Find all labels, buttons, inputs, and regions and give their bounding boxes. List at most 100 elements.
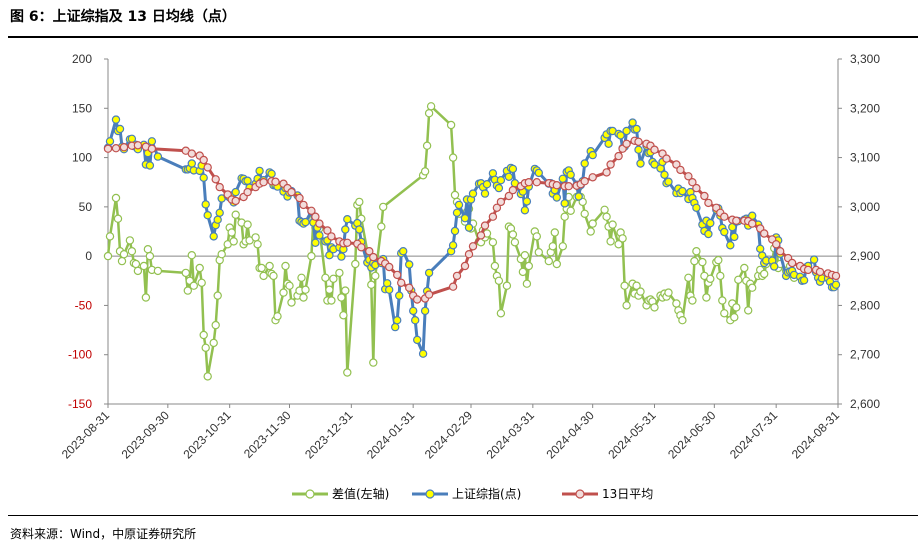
series-diff-point (153, 266, 163, 276)
series-diff-point (678, 316, 687, 325)
x-tick-label: 2023-10-31 (180, 408, 234, 462)
series-diff-point (424, 108, 434, 118)
series-diff-point (422, 141, 432, 150)
series-diff-point (450, 190, 460, 200)
series-ma13-point (787, 258, 797, 268)
series-ma13-point (700, 191, 709, 201)
y-left-tick-label: 100 (72, 151, 92, 165)
series-index-point (604, 139, 613, 148)
series-index-point (454, 200, 464, 210)
series-diff-point (720, 309, 729, 318)
series-diff-point (143, 244, 153, 254)
series-index-point (385, 285, 394, 294)
series-diff-point (125, 236, 135, 245)
x-tick-label: 2024-02-29 (422, 408, 476, 462)
series-index-point (706, 218, 715, 228)
series-diff-point (632, 281, 641, 290)
series-index-point (187, 159, 196, 168)
series-diff-point (203, 372, 212, 381)
series-ma13-point (413, 295, 422, 304)
series-index-point (448, 241, 458, 250)
series-ma13-point (480, 221, 490, 230)
series-diff-point (117, 256, 127, 266)
series-diff-point (578, 197, 587, 207)
series-index-point (831, 280, 841, 289)
series-diff-point (189, 281, 198, 290)
series-diff-point (496, 309, 506, 318)
series-ma13-point (119, 142, 129, 152)
series-ma13-point (748, 219, 757, 228)
legend-label-series-index: 上证综指(点) (452, 486, 521, 501)
series-index-point (552, 193, 562, 202)
series-index-point (460, 213, 470, 223)
series-diff-point (209, 338, 218, 348)
series-ma13-point (602, 168, 611, 177)
series-diff-point (113, 214, 123, 223)
series-diff-point (259, 271, 268, 281)
series-diff-point (251, 233, 260, 242)
y-left-tick-label: 50 (79, 200, 93, 214)
line-chart: 200 150 100 50 0 -50 -100 -150 3,300 3,200 3,100 3,… (59, 52, 881, 501)
series-ma13-point (211, 175, 220, 184)
series-index-point (418, 349, 428, 358)
series-diff-point (566, 206, 575, 215)
series-index-point (770, 262, 779, 271)
x-tick-label: 2023-11-30 (241, 408, 294, 461)
series-diff-point (718, 296, 727, 305)
series-ma13-point (776, 246, 785, 256)
series-ma13-point (460, 261, 470, 271)
series-index-point (496, 175, 506, 185)
series-index-point (203, 210, 212, 220)
series-ma13-point (524, 177, 534, 187)
series-diff-point (622, 301, 631, 310)
series-ma13-point (385, 262, 394, 272)
x-tick-label: 2023-09-30 (119, 408, 173, 462)
series-diff-point (692, 246, 701, 256)
series-diff-point (650, 303, 659, 312)
series-index-point (534, 168, 544, 178)
series-diff-point (684, 273, 693, 282)
series-diff-point (550, 228, 560, 237)
series-diff-point (341, 286, 350, 295)
y-right-tick-label: 2,700 (850, 348, 880, 362)
series-diff-point (532, 232, 542, 241)
series-index-point (522, 197, 532, 206)
series-diff-point (510, 238, 520, 247)
series-diff-point (343, 368, 352, 377)
series-index-point (520, 206, 530, 215)
y-right-tick-label: 3,100 (850, 151, 880, 165)
series-ma13-point (187, 149, 196, 158)
series-diff-point (702, 293, 711, 302)
series-ma13-point (365, 246, 374, 256)
series-diff-point (522, 279, 532, 288)
series-index-point (115, 124, 125, 134)
series-index-point (341, 225, 350, 234)
series-diff-point (698, 257, 707, 267)
series-index-point (452, 208, 462, 217)
series-diff-point (560, 212, 569, 221)
series-index-point (355, 225, 364, 234)
series-ma13-point (614, 151, 623, 161)
series-diff-point (730, 313, 739, 322)
series-ma13-point (488, 212, 498, 221)
series-index-point (748, 211, 757, 220)
series-diff-point (253, 240, 262, 249)
series-index-point (720, 227, 729, 237)
series-index-point (634, 145, 643, 154)
series-ma13-point (532, 177, 542, 187)
series-index-point (464, 223, 474, 232)
series-ma13-point (452, 271, 462, 281)
x-tick-label: 2024-07-31 (727, 408, 781, 462)
series-diff-point (502, 281, 512, 290)
series-diff-point (367, 280, 376, 289)
series-diff-point (211, 320, 220, 330)
series-index-point (692, 203, 701, 212)
series-index-point (660, 170, 669, 179)
series-ma13-point (299, 200, 308, 210)
series-index-point (301, 217, 310, 227)
series-diff-point (133, 266, 143, 276)
series-index-point (393, 316, 402, 325)
series-index-point (730, 232, 739, 242)
series-diff-point (558, 242, 568, 251)
series-diff-point (103, 251, 113, 261)
